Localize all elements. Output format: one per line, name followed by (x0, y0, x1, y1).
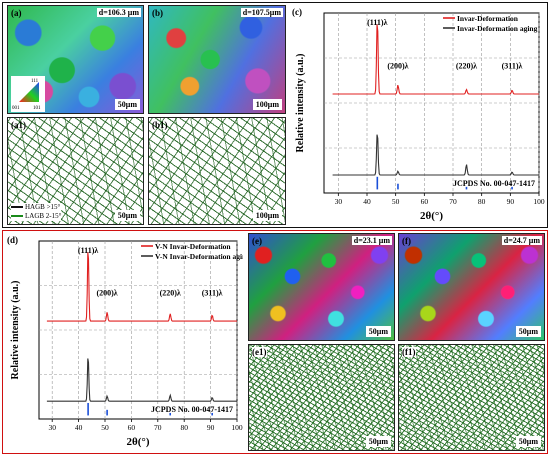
x-tick-label: 70 (449, 197, 457, 206)
x-tick-label: 100 (533, 197, 545, 206)
xrd-chart-d: JCPDS No. 00-047-1417 (111)λ (200)λ (220)λ (… (7, 235, 250, 448)
scale-bar-f: 50μm (515, 326, 541, 337)
scale-label-f: 50μm (518, 327, 538, 336)
y-axis-label: Relative intensity (a.u.) (295, 54, 306, 153)
ebsd-map-e: (e) d=23.1 μm 50μm (248, 233, 395, 341)
grain-size-b: d=107.5μm (240, 8, 283, 17)
legend-entry-1: Invar-Deformation aging (457, 24, 538, 33)
series-line-0 (46, 252, 237, 322)
ipf-triangle-icon: 111 001 101 (12, 79, 41, 111)
x-axis-label: 2θ(°) (420, 210, 443, 222)
scale-label-e: 50μm (368, 327, 388, 336)
series-line-1 (332, 134, 539, 176)
legend-entry-1: V-N Invar-Deformation aging (155, 252, 243, 261)
legend-hagb: HAGB >15° (11, 203, 61, 212)
ipf-label-top: 111 (31, 79, 39, 84)
x-tick-label: 60 (128, 423, 136, 432)
xrd-chart-c: JCPDS No. 00-047-1417 (111)λ (200)λ (220)λ (… (292, 7, 545, 222)
y-axis-label: Relative intensity (a.u.) (10, 281, 21, 380)
ipf-color-key: 111 001 101 (11, 76, 45, 112)
peak-annotation-2: (220)λ (456, 61, 477, 70)
legend-entry-0: Invar-Deformation (457, 14, 519, 23)
peak-annotation-0: (111)λ (78, 246, 98, 255)
peak-annotation-0: (111)λ (367, 18, 387, 27)
scale-bar-b1: 100μm (252, 210, 282, 221)
x-tick-label: 50 (392, 197, 400, 206)
x-tick-label: 90 (507, 197, 515, 206)
reference-label: JCPDS No. 00-047-1417 (453, 179, 535, 188)
plot-area (38, 240, 238, 420)
ebsd-map-a: (a) d=106.3 μm 111 001 101 50μm (7, 5, 144, 114)
peak-annotation-1: (200)λ (96, 289, 117, 298)
x-axis-label: 2θ(°) (127, 436, 150, 448)
scale-bar-b: 100μm (252, 99, 282, 110)
scale-label-f1: 50μm (518, 437, 538, 446)
x-tick-label: 40 (75, 423, 83, 432)
panel-label-f: (f) (402, 236, 411, 246)
panel-label-e1: (e1) (252, 347, 267, 357)
scale-bar-a: 50μm (114, 99, 140, 110)
scale-bar-e: 50μm (365, 326, 391, 337)
panel-label-e: (e) (252, 236, 262, 246)
bottom-figure-frame (2, 230, 548, 454)
x-tick-label: 30 (335, 197, 343, 206)
xrd-chart-d-panel: JCPDS No. 00-047-1417 (111)λ (200)λ (220)λ (… (5, 233, 250, 451)
ebsd-map-b: (b) d=107.5μm 100μm (148, 5, 286, 114)
scale-label-a1: 50μm (117, 211, 137, 220)
scale-label-b1: 100μm (255, 211, 279, 220)
panel-label-a1: (a1) (11, 120, 26, 130)
peak-annotation-1: (200)λ (387, 61, 408, 70)
xrd-chart-c-panel: JCPDS No. 00-047-1417 (111)λ (200)λ (220)λ (… (290, 5, 545, 225)
grain-size-e: d=23.1 μm (351, 236, 392, 245)
boundary-map-a1: (a1) HAGB >15° LAGB 2-15° 50μm (7, 117, 144, 225)
grain-size-f: d=24.7 μm (501, 236, 542, 245)
scale-label-b: 100μm (255, 100, 279, 109)
x-tick-label: 50 (101, 423, 109, 432)
panel-label-b1: (b1) (152, 120, 168, 130)
ipf-label-right: 101 (33, 106, 41, 111)
boundary-map-e1: (e1) 50μm (248, 344, 395, 451)
x-tick-label: 100 (231, 423, 243, 432)
x-tick-label: 30 (48, 423, 56, 432)
series-line-1 (46, 358, 237, 402)
reference-label: JCPDS No. 00-047-1417 (151, 405, 233, 414)
grain-size-a: d=106.3 μm (96, 8, 141, 17)
x-tick-label: 40 (363, 197, 371, 206)
scale-label-a: 50μm (117, 100, 137, 109)
boundary-legend: HAGB >15° LAGB 2-15° (11, 203, 62, 221)
peak-annotation-3: (311)λ (202, 289, 223, 298)
panel-label: (d) (7, 235, 18, 245)
x-tick-label: 70 (154, 423, 162, 432)
peak-annotation-3: (311)λ (502, 61, 523, 70)
scale-bar-e1: 50μm (365, 436, 391, 447)
panel-label-b: (b) (152, 8, 163, 18)
ipf-label-left: 001 (12, 106, 20, 111)
legend-entry-0: V-N Invar-Deformation (155, 242, 231, 251)
panel-label-f1: (f1) (402, 347, 416, 357)
x-tick-label: 90 (207, 423, 215, 432)
series-line-0 (332, 24, 539, 95)
panel-label-a: (a) (11, 8, 22, 18)
boundary-map-f1: (f1) 50μm (398, 344, 545, 451)
scale-label-e1: 50μm (368, 437, 388, 446)
boundary-map-b1: (b1) 100μm (148, 117, 286, 225)
x-tick-label: 80 (478, 197, 486, 206)
top-figure-frame (2, 2, 548, 228)
scale-bar-a1: 50μm (114, 210, 140, 221)
peak-annotation-2: (220)λ (160, 289, 181, 298)
legend-lagb: LAGB 2-15° (11, 212, 61, 221)
ebsd-map-f: (f) d=24.7 μm 50μm (398, 233, 545, 341)
panel-label: (c) (292, 7, 302, 17)
x-tick-label: 80 (180, 423, 188, 432)
scale-bar-f1: 50μm (515, 436, 541, 447)
x-tick-label: 60 (421, 197, 429, 206)
